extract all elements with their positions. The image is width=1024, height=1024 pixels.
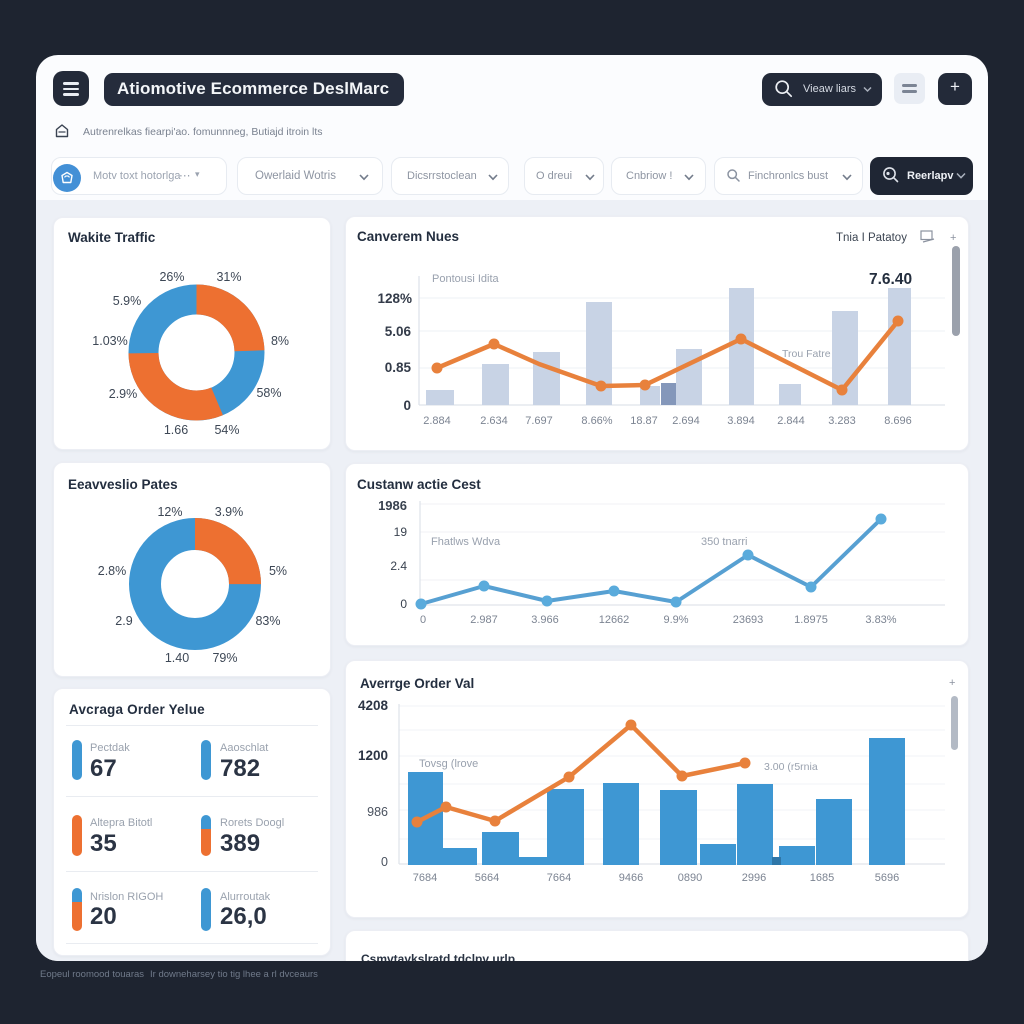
svg-text:+: + [950, 232, 956, 244]
svg-text:0.85: 0.85 [385, 360, 412, 375]
svg-text:3.83%: 3.83% [865, 614, 896, 626]
svg-text:2.884: 2.884 [423, 415, 451, 427]
svg-text:4208: 4208 [358, 698, 389, 713]
svg-text:9466: 9466 [619, 872, 643, 884]
svg-text:1.40: 1.40 [165, 651, 189, 665]
svg-text:Custanw actie Cest: Custanw actie Cest [357, 477, 481, 492]
svg-text:26%: 26% [159, 270, 184, 284]
svg-text:8%: 8% [271, 334, 289, 348]
svg-text:2.694: 2.694 [672, 415, 700, 427]
svg-text:3.283: 3.283 [828, 415, 856, 427]
svg-text:7.6.40: 7.6.40 [869, 271, 912, 288]
svg-text:5.9%: 5.9% [113, 294, 142, 308]
svg-text:5%: 5% [269, 564, 287, 578]
svg-text:Pontousi Idita: Pontousi Idita [432, 273, 500, 285]
svg-text:1200: 1200 [358, 748, 388, 763]
svg-text:2.9: 2.9 [115, 614, 132, 628]
svg-text:83%: 83% [255, 614, 280, 628]
svg-text:8.696: 8.696 [884, 415, 912, 427]
svg-text:5696: 5696 [875, 872, 899, 884]
svg-text:3.9%: 3.9% [215, 505, 244, 519]
svg-text:Canverem Nues: Canverem Nues [357, 229, 459, 244]
svg-text:Fhatlws Wdva: Fhatlws Wdva [431, 536, 501, 548]
svg-text:Tnia I Patatoy: Tnia I Patatoy [836, 232, 907, 244]
svg-text:12662: 12662 [599, 614, 630, 626]
svg-text:2.9%: 2.9% [109, 387, 138, 401]
svg-text:2.8%: 2.8% [98, 564, 127, 578]
svg-text:Eeavveslio Pates: Eeavveslio Pates [68, 477, 178, 492]
svg-text:1.03%: 1.03% [92, 334, 127, 348]
svg-text:0890: 0890 [678, 872, 702, 884]
svg-text:3.00 (r5rnia: 3.00 (r5rnia [764, 761, 818, 773]
svg-text:2996: 2996 [742, 872, 766, 884]
svg-text:128%: 128% [377, 291, 412, 306]
svg-text:3.966: 3.966 [531, 614, 559, 626]
svg-text:2.634: 2.634 [480, 415, 508, 427]
svg-text:+: + [949, 677, 955, 689]
svg-text:1986: 1986 [378, 498, 407, 513]
svg-text:Averrge Order Val: Averrge Order Val [360, 676, 474, 691]
svg-text:18.87: 18.87 [630, 415, 658, 427]
svg-text:23693: 23693 [733, 614, 764, 626]
svg-text:31%: 31% [216, 270, 241, 284]
svg-text:2.4: 2.4 [390, 559, 407, 573]
svg-text:0: 0 [420, 614, 426, 626]
svg-text:5664: 5664 [475, 872, 499, 884]
svg-text:2.844: 2.844 [777, 415, 805, 427]
svg-text:1.66: 1.66 [164, 423, 188, 437]
svg-text:0: 0 [381, 855, 388, 869]
svg-text:7664: 7664 [547, 872, 571, 884]
svg-text:79%: 79% [212, 651, 237, 665]
svg-text:2.987: 2.987 [470, 614, 498, 626]
svg-text:3.894: 3.894 [727, 415, 755, 427]
svg-text:Tovsg (lrove: Tovsg (lrove [419, 758, 478, 770]
svg-text:0: 0 [403, 398, 411, 413]
svg-text:58%: 58% [256, 386, 281, 400]
svg-text:Wakite Traffic: Wakite Traffic [68, 230, 156, 245]
svg-text:986: 986 [367, 805, 388, 819]
svg-text:5.06: 5.06 [385, 324, 412, 339]
svg-text:54%: 54% [214, 423, 239, 437]
svg-text:12%: 12% [157, 505, 182, 519]
svg-text:1.8975: 1.8975 [794, 614, 828, 626]
svg-text:7684: 7684 [413, 872, 437, 884]
svg-text:350 tnarri: 350 tnarri [701, 536, 747, 548]
svg-text:8.66%: 8.66% [581, 415, 612, 427]
svg-text:7.697: 7.697 [525, 415, 553, 427]
svg-text:1685: 1685 [810, 872, 834, 884]
svg-text:Trou Fatre: Trou Fatre [782, 348, 831, 360]
svg-text:0: 0 [400, 597, 407, 611]
svg-text:9.9%: 9.9% [663, 614, 688, 626]
svg-text:19: 19 [394, 525, 408, 539]
